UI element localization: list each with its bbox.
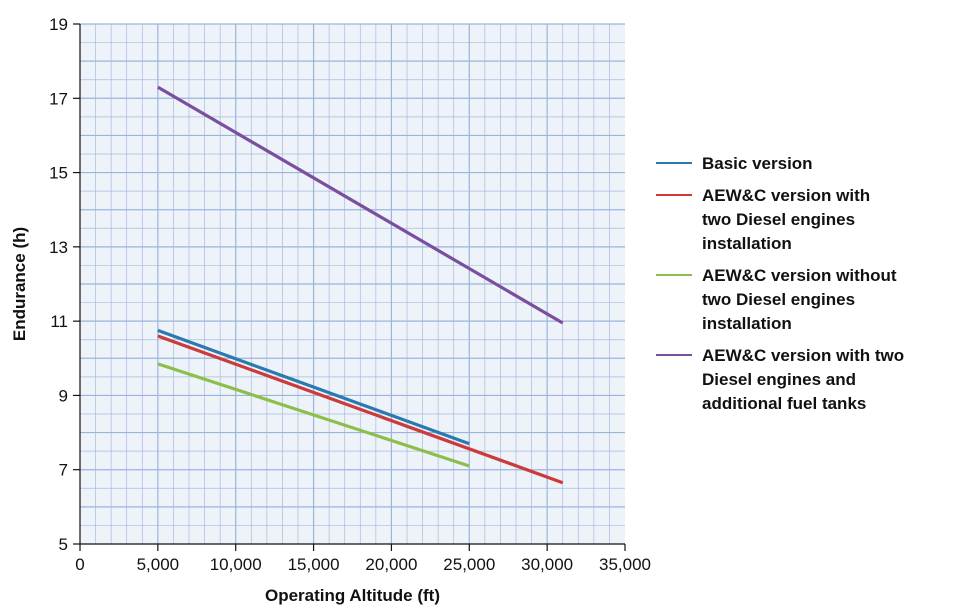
x-axis-title: Operating Altitude (ft) [265, 586, 440, 605]
legend-label-aewc-diesel: AEW&C version with two Diesel engines in… [702, 186, 871, 253]
x-tick-label: 10,000 [210, 555, 262, 574]
y-tick-label: 17 [49, 89, 68, 108]
legend-label-aewc-fuel-tanks: AEW&C version with two Diesel engines an… [702, 346, 905, 413]
legend-item-basic: Basic version [656, 152, 955, 176]
axes [79, 24, 625, 545]
y-axis-title: Endurance (h) [10, 227, 29, 341]
legend-swatch-aewc-diesel [656, 194, 692, 196]
legend-item-aewc-diesel: AEW&C version with two Diesel engines in… [656, 184, 955, 256]
legend-item-aewc-no-diesel: AEW&C version without two Diesel engines… [656, 264, 955, 336]
x-tick-label: 15,000 [288, 555, 340, 574]
y-tick-label: 5 [59, 535, 68, 554]
x-tick-label: 20,000 [365, 555, 417, 574]
series-line-1 [157, 328, 470, 446]
y-tick-label: 11 [50, 312, 68, 331]
legend-item-aewc-fuel-tanks: AEW&C version with two Diesel engines an… [656, 344, 955, 416]
y-tick-label: 19 [49, 15, 68, 34]
series-line-3 [157, 362, 470, 468]
legend-swatch-basic [656, 162, 692, 164]
series-group [157, 85, 564, 485]
grid [80, 23, 625, 544]
legend: Basic version AEW&C version with two Die… [656, 152, 955, 424]
series-line-2 [157, 334, 564, 485]
x-tick-label: 0 [75, 555, 84, 574]
legend-label-basic: Basic version [702, 154, 813, 173]
y-tick-label: 7 [59, 461, 68, 480]
y-tick-label: 15 [49, 164, 68, 183]
series-line-4 [157, 85, 564, 325]
x-tick-label: 35,000 [599, 555, 651, 574]
legend-swatch-aewc-fuel-tanks [656, 354, 692, 356]
y-tick-label: 9 [59, 386, 68, 405]
x-tick-label: 5,000 [137, 555, 180, 574]
y-axis-ticks: 5 7 9 11 13 15 17 19 [49, 15, 80, 554]
legend-label-aewc-no-diesel: AEW&C version without two Diesel engines… [702, 266, 897, 333]
y-tick-label: 13 [49, 238, 68, 257]
x-tick-label: 25,000 [443, 555, 495, 574]
x-axis-ticks: 0 5,000 10,000 15,000 20,000 25,000 30,000 35,0… [75, 544, 651, 574]
legend-swatch-aewc-no-diesel [656, 274, 692, 276]
x-tick-label: 30,000 [521, 555, 573, 574]
